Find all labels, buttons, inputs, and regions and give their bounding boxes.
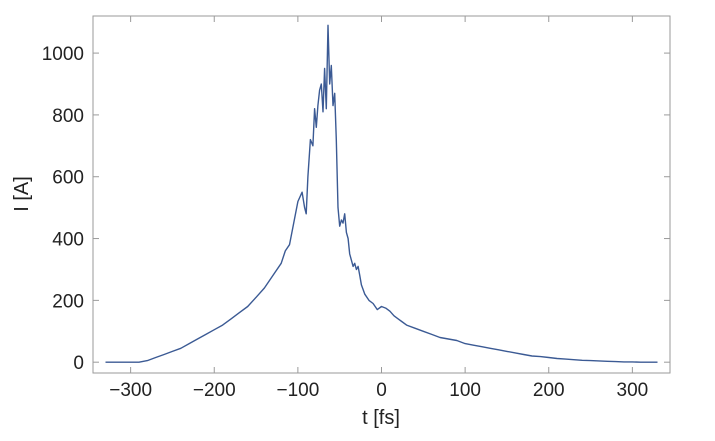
x-axis-label: t [fs]	[362, 407, 400, 429]
x-tick-label: 100	[449, 380, 481, 401]
y-tick-label: 400	[52, 230, 84, 251]
y-tick-label: 800	[52, 106, 84, 127]
x-tick-label: 200	[533, 380, 565, 401]
y-axis-label: I [A]	[11, 176, 33, 212]
x-tick-label: −100	[276, 380, 319, 401]
series-line	[105, 24, 658, 363]
y-tick-label: 0	[73, 353, 84, 374]
y-tick-label: 1000	[42, 44, 84, 65]
x-tick-label: −300	[109, 380, 152, 401]
x-tick-label: 300	[617, 380, 649, 401]
x-tick-label: 0	[376, 380, 387, 401]
y-tick-label: 200	[52, 291, 84, 312]
y-axis-ticks: 0 200 400 600 800 1000	[42, 44, 670, 374]
y-tick-label: 600	[52, 168, 84, 189]
x-axis-ticks: −300 −200 −100 0 100 200 300	[109, 16, 648, 401]
x-tick-label: −200	[193, 380, 236, 401]
plot-frame	[92, 15, 671, 374]
